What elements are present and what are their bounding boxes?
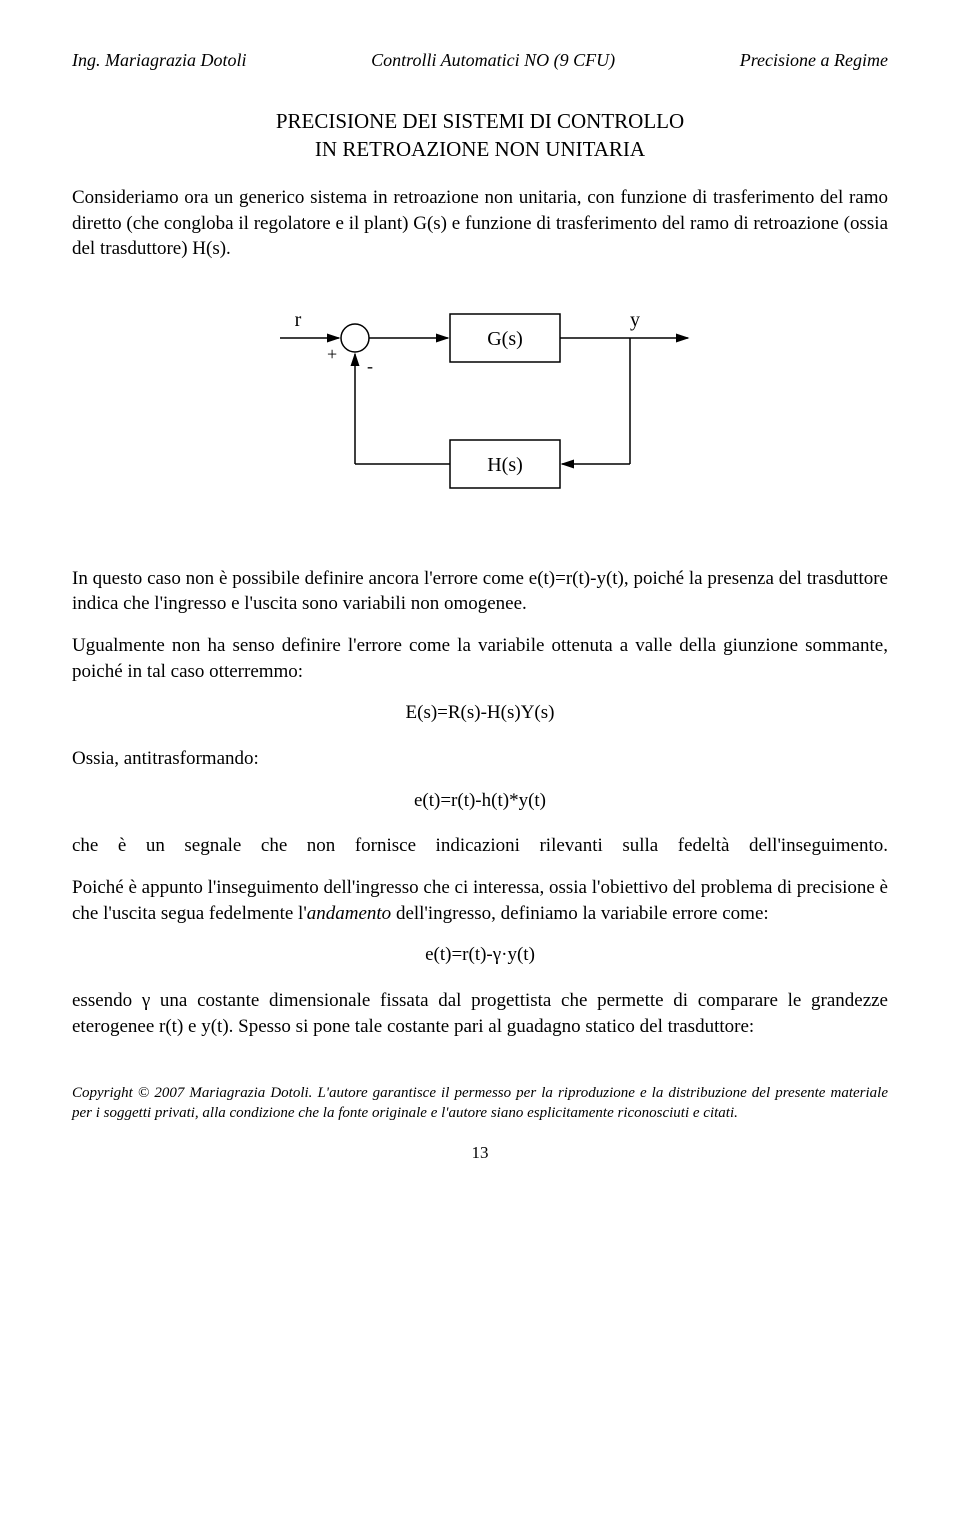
equation-2: e(t)=r(t)-h(t)*y(t) bbox=[72, 788, 888, 814]
page-title: PRECISIONE DEI SISTEMI DI CONTROLLO IN R… bbox=[72, 108, 888, 163]
page-header: Ing. Mariagrazia Dotoli Controlli Automa… bbox=[72, 48, 888, 72]
block-diagram: r + G(s) y H(s) - bbox=[72, 290, 888, 530]
paragraph-6: Poiché è appunto l'inseguimento dell'ing… bbox=[72, 875, 888, 926]
header-right: Precisione a Regime bbox=[740, 48, 888, 72]
paragraph-3: Ugualmente non ha senso definire l'error… bbox=[72, 633, 888, 684]
equation-3: e(t)=r(t)-γ·y(t) bbox=[72, 942, 888, 968]
svg-text:-: - bbox=[367, 356, 373, 376]
paragraph-5: che è un segnale che non fornisce indica… bbox=[72, 833, 888, 859]
feedback-diagram-svg: r + G(s) y H(s) - bbox=[260, 290, 700, 530]
svg-text:r: r bbox=[295, 309, 302, 331]
equation-1: E(s)=R(s)-H(s)Y(s) bbox=[72, 700, 888, 726]
svg-text:+: + bbox=[327, 344, 337, 364]
svg-text:G(s): G(s) bbox=[487, 328, 523, 350]
svg-text:H(s): H(s) bbox=[487, 454, 523, 476]
paragraph-7: essendo γ una costante dimensionale fiss… bbox=[72, 988, 888, 1039]
title-line1: PRECISIONE DEI SISTEMI DI CONTROLLO bbox=[276, 109, 684, 133]
header-center: Controlli Automatici NO (9 CFU) bbox=[371, 48, 615, 72]
paragraph-2: In questo caso non è possibile definire … bbox=[72, 566, 888, 617]
page-number: 13 bbox=[72, 1142, 888, 1165]
header-left: Ing. Mariagrazia Dotoli bbox=[72, 48, 247, 72]
italic-andamento: andamento bbox=[307, 903, 391, 924]
title-line2: IN RETROAZIONE NON UNITARIA bbox=[315, 137, 645, 161]
svg-text:y: y bbox=[630, 309, 640, 331]
paragraph-intro: Consideriamo ora un generico sistema in … bbox=[72, 185, 888, 262]
copyright-footer: Copyright © 2007 Mariagrazia Dotoli. L'a… bbox=[72, 1083, 888, 1124]
paragraph-4: Ossia, antitrasformando: bbox=[72, 746, 888, 772]
